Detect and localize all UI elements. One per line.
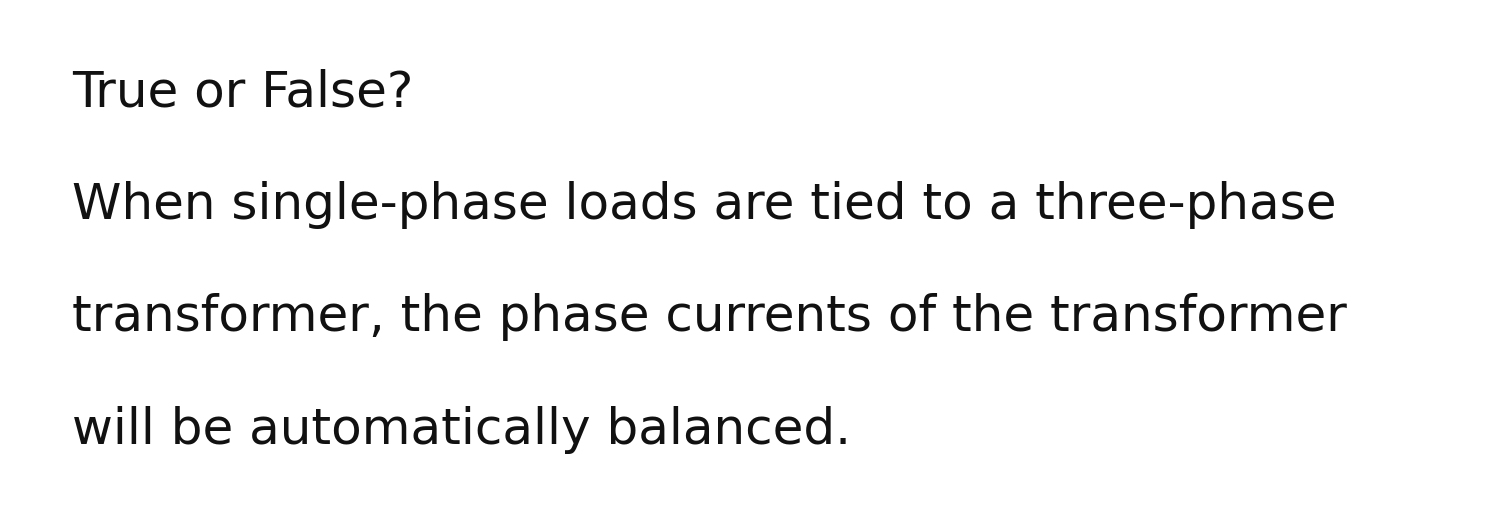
Text: transformer, the phase currents of the transformer: transformer, the phase currents of the t… [72, 293, 1347, 342]
Text: When single-phase loads are tied to a three-phase: When single-phase loads are tied to a th… [72, 181, 1336, 229]
Text: will be automatically balanced.: will be automatically balanced. [72, 406, 850, 454]
Text: True or False?: True or False? [72, 68, 414, 116]
